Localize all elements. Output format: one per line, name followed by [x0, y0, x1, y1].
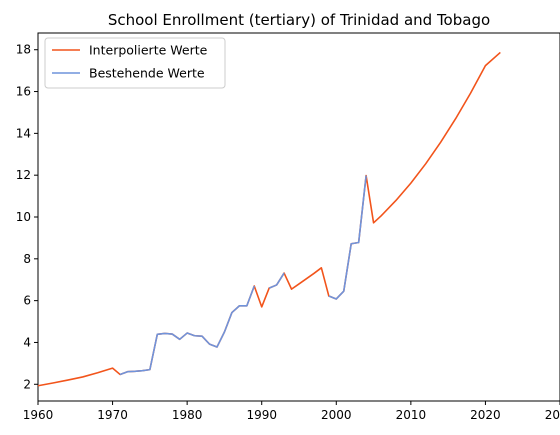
y-tick-label: 10 [16, 210, 31, 224]
x-tick-label: 2010 [396, 408, 427, 422]
series-line-existing [268, 272, 285, 289]
x-tick-label: 1990 [246, 408, 277, 422]
series-line-interpolated [37, 51, 501, 387]
x-tick-label: 1960 [23, 408, 54, 422]
x-tick-label: 1970 [97, 408, 128, 422]
legend-label: Interpolierte Werte [89, 43, 208, 58]
x-axis: 1960 1970 1980 1990 2000 2010 2020 2030 [23, 401, 560, 422]
y-tick-label: 6 [23, 294, 31, 308]
series-lines [37, 51, 501, 387]
y-tick-label: 8 [23, 252, 31, 266]
chart-title: School Enrollment (tertiary) of Trinidad… [108, 11, 490, 29]
legend: Interpolierte Werte Bestehende Werte [44, 37, 226, 89]
y-tick-label: 18 [16, 43, 31, 57]
legend-box [44, 37, 226, 89]
y-tick-label: 14 [16, 126, 31, 140]
x-tick-label: 1980 [172, 408, 203, 422]
series-line-existing [328, 175, 367, 300]
x-tick-label: 2030 [545, 408, 560, 422]
series-line-existing [119, 285, 256, 376]
x-tick-label: 2000 [321, 408, 352, 422]
y-tick-label: 16 [16, 85, 31, 99]
legend-label: Bestehende Werte [89, 66, 205, 81]
y-tick-label: 12 [16, 168, 31, 182]
y-tick-label: 2 [23, 377, 31, 391]
y-tick-label: 4 [23, 335, 31, 349]
y-axis: 2 4 6 8 10 12 14 16 18 [16, 43, 38, 391]
x-tick-label: 2020 [470, 408, 501, 422]
